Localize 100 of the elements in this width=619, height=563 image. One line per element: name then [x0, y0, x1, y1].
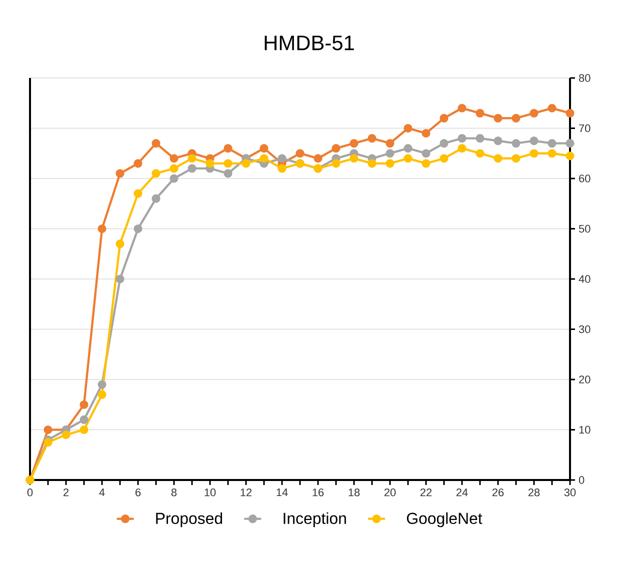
x-tick-label: 24: [456, 488, 468, 496]
point: [296, 149, 304, 158]
point: [548, 149, 556, 158]
point: [116, 240, 124, 248]
legend-label: Proposed: [156, 512, 222, 528]
point: [170, 174, 178, 183]
point: [314, 154, 322, 163]
x-tick-label: 30: [564, 488, 576, 496]
point: [440, 139, 448, 148]
point: [170, 154, 178, 163]
point: [440, 154, 448, 163]
point: [152, 169, 160, 178]
point: [494, 136, 502, 146]
x-tick-label: 4: [99, 488, 105, 496]
x-tick-label: 22: [420, 488, 432, 496]
point: [476, 149, 484, 158]
point: [512, 154, 520, 163]
point: [224, 159, 232, 168]
point: [458, 134, 466, 143]
legend-label: GoogleNet: [406, 512, 482, 528]
point: [332, 144, 340, 153]
point: [404, 124, 412, 133]
point: [134, 189, 142, 198]
point: [98, 390, 106, 399]
point: [80, 400, 88, 409]
point: [80, 425, 88, 434]
point: [422, 159, 430, 168]
point: [98, 224, 106, 234]
point: [368, 159, 376, 168]
chart-title: HMDB-51: [264, 36, 354, 50]
x-tick-label: 8: [171, 488, 177, 496]
x-tick-label: 26: [492, 488, 504, 496]
x-tick-label: 12: [240, 488, 252, 496]
point: [386, 139, 394, 148]
x-tick-label: 6: [136, 488, 141, 496]
y-tick-label: 30: [578, 325, 590, 334]
point: [422, 128, 430, 138]
point: [170, 164, 178, 173]
legend-label: Inception: [284, 512, 346, 528]
point: [44, 425, 52, 434]
point: [278, 154, 286, 163]
x-tick-label: 28: [528, 488, 540, 496]
point: [422, 149, 430, 158]
point: [548, 104, 556, 112]
y-tick-label: 60: [579, 174, 590, 182]
point: [386, 159, 394, 168]
point: [224, 144, 232, 153]
point: [152, 194, 160, 203]
point: [494, 154, 502, 163]
point: [116, 169, 124, 178]
point: [566, 139, 574, 148]
point: [224, 169, 232, 178]
point: [188, 154, 196, 163]
point: [332, 159, 340, 168]
point: [368, 134, 376, 143]
point: [566, 108, 574, 118]
point: [80, 415, 88, 424]
point: [62, 430, 70, 440]
point: [404, 154, 412, 163]
point: [260, 154, 268, 163]
point: [404, 144, 412, 153]
point: [386, 149, 394, 158]
point: [206, 159, 214, 168]
point: [548, 139, 556, 148]
y-tick-label: 50: [578, 224, 590, 233]
point: [512, 114, 520, 122]
point: [242, 159, 250, 168]
point: [458, 104, 466, 112]
x-tick-label: 18: [348, 488, 360, 496]
point: [530, 136, 538, 146]
x-tick-label: 20: [384, 488, 396, 496]
y-tick-label: 20: [579, 376, 590, 384]
y-tick-label: 40: [578, 275, 590, 283]
point: [476, 134, 484, 143]
point: [98, 380, 106, 389]
x-tick-label: 14: [276, 488, 288, 496]
point: [350, 154, 358, 163]
x-tick-label: 10: [204, 488, 216, 496]
point: [458, 144, 466, 153]
point: [134, 159, 142, 168]
point: [350, 139, 358, 148]
x-tick-label: 0: [27, 488, 33, 496]
y-tick-label: 70: [579, 124, 590, 132]
point: [116, 274, 124, 284]
point: [512, 139, 520, 148]
point: [530, 108, 538, 118]
y-tick-label: 80: [578, 74, 590, 82]
x-tick-label: 16: [312, 488, 324, 496]
point: [188, 164, 196, 173]
point: [530, 149, 538, 158]
y-tick-label: 0: [578, 476, 584, 484]
point: [260, 144, 268, 153]
point: [152, 139, 160, 148]
y-tick-label: 10: [579, 426, 590, 434]
point: [494, 114, 502, 122]
point: [278, 164, 286, 173]
point: [566, 152, 574, 160]
point: [476, 108, 484, 118]
point: [440, 114, 448, 122]
point: [44, 438, 52, 447]
